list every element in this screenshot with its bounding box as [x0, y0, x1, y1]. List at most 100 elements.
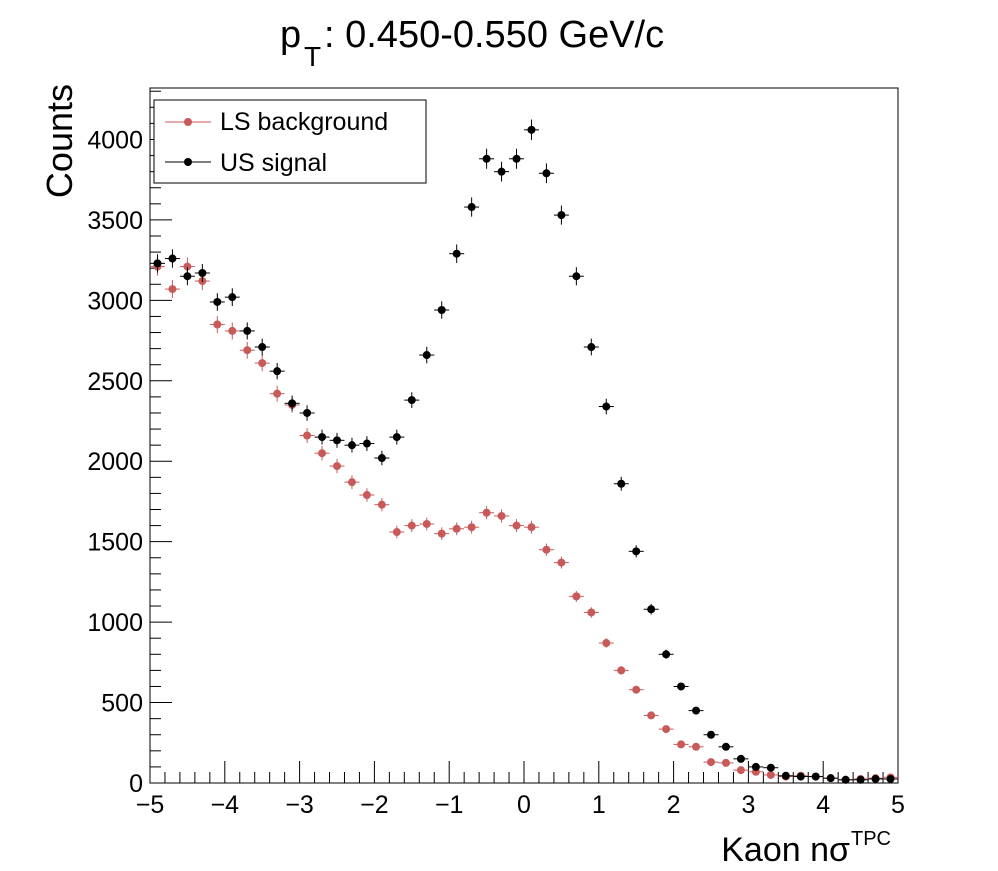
point-marker — [512, 154, 521, 163]
data-point — [344, 475, 360, 490]
point-marker — [362, 439, 371, 448]
data-point — [464, 520, 480, 534]
point-marker — [572, 272, 581, 281]
point-marker — [452, 249, 461, 258]
x-tick-label: 2 — [667, 791, 681, 819]
data-point — [823, 774, 839, 783]
data-point — [763, 770, 779, 779]
data-point — [808, 772, 824, 781]
point-marker — [318, 433, 327, 442]
y-axis-ticks: 0 500 1000 1500 2000 2500 3000 3500 4000 — [87, 90, 172, 798]
data-point — [449, 244, 465, 263]
point-marker — [422, 519, 431, 528]
data-point — [479, 148, 495, 169]
point-marker — [557, 558, 566, 567]
x-tick-label: 1 — [592, 791, 606, 819]
point-marker — [407, 396, 416, 405]
point-marker — [527, 523, 536, 532]
data-point — [164, 249, 180, 268]
point-marker — [692, 742, 701, 751]
point-marker — [198, 269, 207, 278]
point-marker — [796, 772, 805, 781]
legend-marker-us — [184, 158, 192, 166]
point-marker — [273, 389, 282, 398]
y-tick-label: 2500 — [87, 368, 143, 396]
point-marker — [392, 433, 401, 442]
data-point — [269, 363, 285, 380]
legend-label-us: US signal — [220, 149, 327, 177]
point-marker — [318, 449, 327, 458]
data-point — [613, 666, 629, 675]
data-point — [224, 288, 240, 306]
data-point — [344, 437, 360, 453]
point-marker — [333, 436, 341, 445]
data-point — [359, 488, 375, 502]
point-marker — [183, 262, 192, 271]
data-point — [179, 257, 195, 276]
point-marker — [288, 399, 297, 408]
point-marker — [707, 758, 715, 767]
data-point — [568, 590, 584, 602]
data-point — [389, 429, 405, 445]
point-marker — [662, 650, 671, 659]
data-point — [598, 638, 614, 648]
data-point — [239, 341, 255, 359]
data-point — [509, 519, 524, 533]
point-marker — [557, 211, 566, 220]
data-point — [434, 301, 450, 319]
data-point — [404, 519, 420, 533]
legend-box — [153, 99, 427, 184]
data-point — [389, 525, 405, 539]
data-point — [538, 543, 554, 556]
data-point — [658, 649, 674, 659]
x-tick-label: −2 — [360, 791, 389, 819]
data-point — [464, 197, 480, 217]
x-axis-label-main: Kaon nσ — [721, 831, 850, 869]
data-point — [733, 754, 749, 763]
point-marker — [228, 293, 237, 302]
x-tick-label: −4 — [211, 791, 240, 819]
point-marker — [228, 326, 237, 335]
point-marker — [243, 326, 252, 335]
point-marker — [811, 772, 820, 781]
x-tick-label: 5 — [891, 791, 905, 819]
data-point — [748, 762, 764, 771]
point-marker — [153, 259, 162, 268]
data-point — [404, 392, 420, 408]
data-point — [269, 385, 285, 402]
data-point — [284, 395, 300, 412]
point-marker — [377, 454, 386, 463]
data-point — [479, 506, 495, 520]
data-point — [853, 775, 869, 784]
y-tick-label: 3500 — [87, 207, 143, 235]
data-point — [179, 267, 195, 286]
chart-title-subscript: T — [304, 41, 321, 72]
point-marker — [781, 771, 790, 780]
point-marker — [871, 774, 880, 783]
data-point — [778, 771, 794, 780]
data-point — [524, 119, 539, 141]
point-marker — [512, 521, 521, 530]
point-marker — [258, 359, 267, 368]
data-point — [419, 346, 435, 364]
point-marker — [751, 762, 760, 771]
data-point — [688, 706, 704, 715]
point-marker — [647, 711, 656, 720]
point-marker — [347, 441, 356, 450]
data-point — [658, 725, 674, 734]
data-point — [673, 682, 689, 691]
point-marker — [303, 431, 312, 440]
data-point — [868, 774, 884, 783]
series-us-signal — [150, 119, 898, 784]
point-marker — [736, 754, 745, 763]
data-point — [449, 522, 465, 536]
point-marker — [213, 320, 222, 329]
data-point — [494, 161, 510, 182]
point-marker — [243, 346, 252, 355]
data-point — [598, 398, 614, 415]
point-marker — [497, 167, 506, 176]
point-marker — [437, 306, 446, 315]
point-marker — [407, 521, 416, 530]
legend: LS background US signal — [153, 99, 427, 184]
point-marker — [692, 706, 701, 715]
